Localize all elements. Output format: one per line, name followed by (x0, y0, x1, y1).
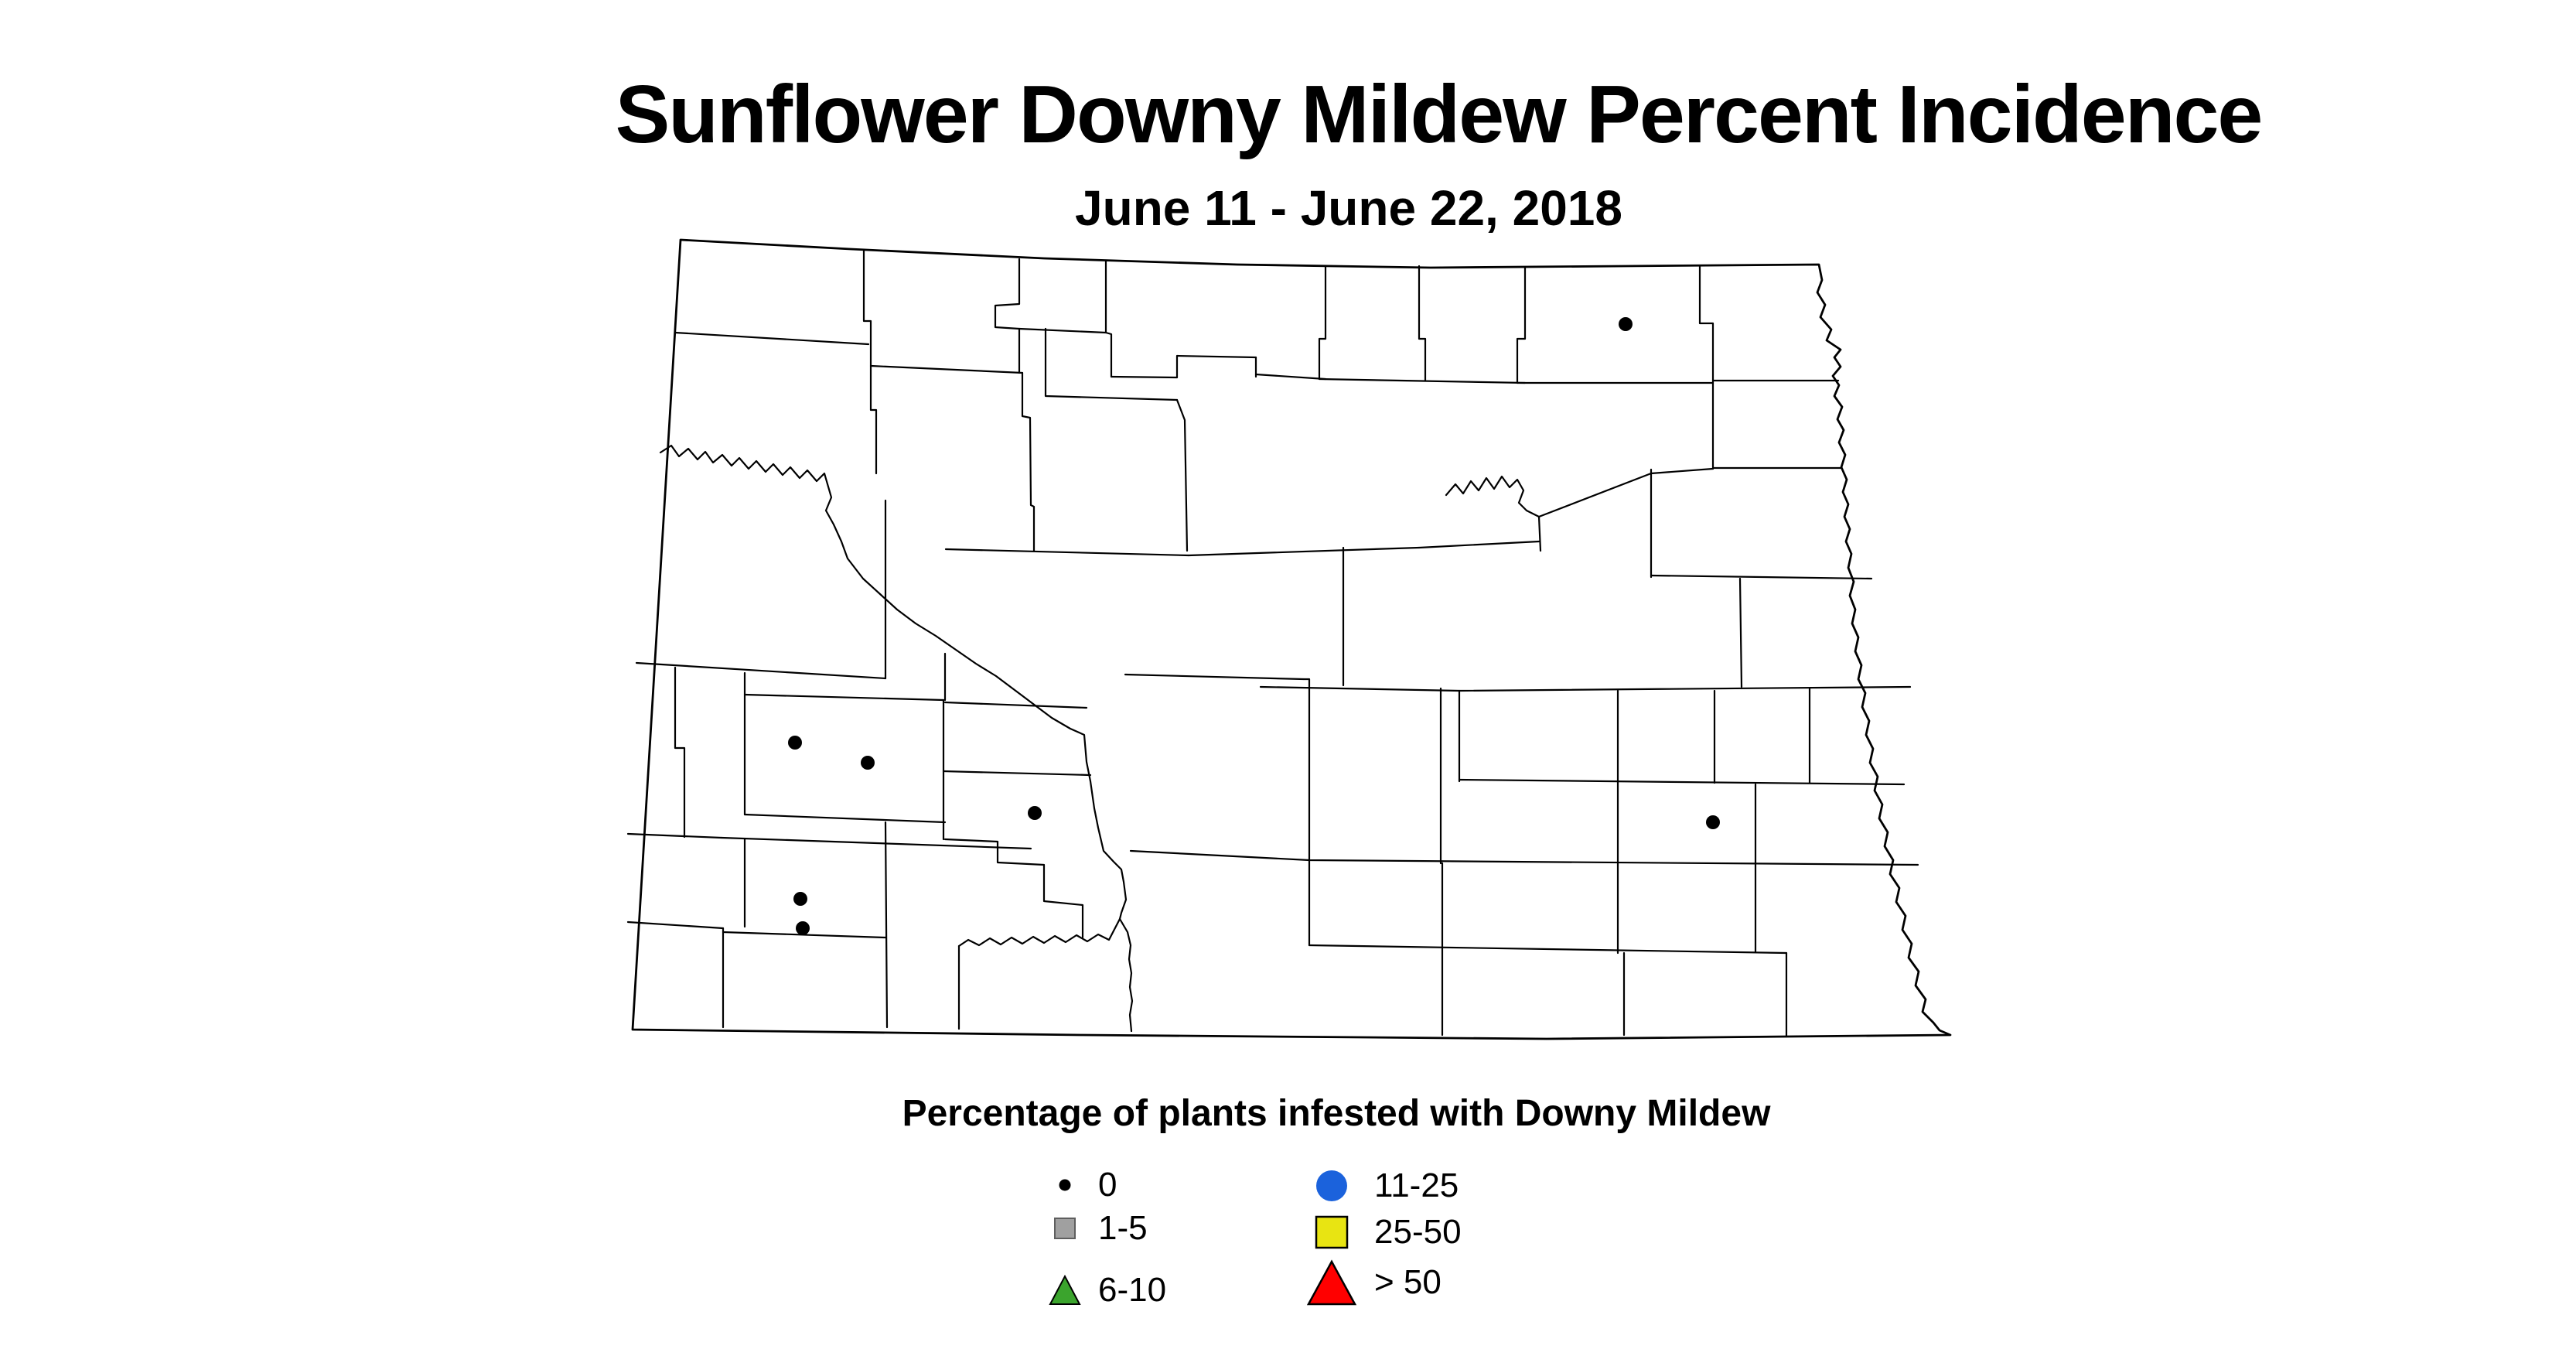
survey-site-marker-5 (793, 892, 807, 906)
survey-site-marker-1 (788, 736, 802, 750)
missouri-river-line (659, 444, 1134, 1033)
legend-label: 6-10 (1098, 1271, 1167, 1309)
legend-label: 0 (1098, 1166, 1117, 1204)
legend-title: Percentage of plants infested with Downy… (902, 1093, 1771, 1134)
green-triangle-icon (1049, 1274, 1081, 1305)
survey-site-marker-6 (796, 921, 810, 935)
legend-item-25-50: 25-50 (1307, 1207, 1462, 1257)
legend-label: 1-5 (1098, 1209, 1148, 1247)
legend-label: > 50 (1374, 1263, 1442, 1301)
rivers (659, 444, 1540, 1033)
legend-item-1-5: 1-5 (1040, 1204, 1148, 1253)
page-subtitle: June 11 - June 22, 2018 (1075, 180, 1622, 236)
cannonball-river-line (957, 917, 1121, 948)
legend-label: 25-50 (1374, 1213, 1462, 1251)
legend-item-0: 0 (1040, 1160, 1117, 1210)
survey-site-marker-0 (1619, 317, 1633, 331)
legend-label: 11-25 (1374, 1166, 1459, 1204)
legend-item-gt-50: > 50 (1307, 1258, 1442, 1307)
legend-item-6-10: 6-10 (1040, 1265, 1166, 1315)
survey-site-marker-2 (861, 756, 875, 770)
county-boundaries (626, 248, 1919, 1038)
survey-site-marker-4 (1706, 815, 1720, 829)
gray-square-icon (1054, 1218, 1076, 1239)
state-outline (631, 238, 1952, 1040)
black-dot-icon (1059, 1179, 1071, 1191)
devils-lake-line (1445, 475, 1540, 518)
page-title: Sunflower Downy Mildew Percent Incidence (615, 69, 2264, 160)
yellow-square-icon (1315, 1215, 1349, 1249)
legend-item-11-25: 11-25 (1307, 1161, 1459, 1211)
survey-points-layer (788, 317, 1720, 935)
red-triangle-icon (1307, 1259, 1356, 1306)
survey-site-marker-3 (1028, 806, 1042, 820)
blue-circle-icon (1316, 1170, 1347, 1201)
